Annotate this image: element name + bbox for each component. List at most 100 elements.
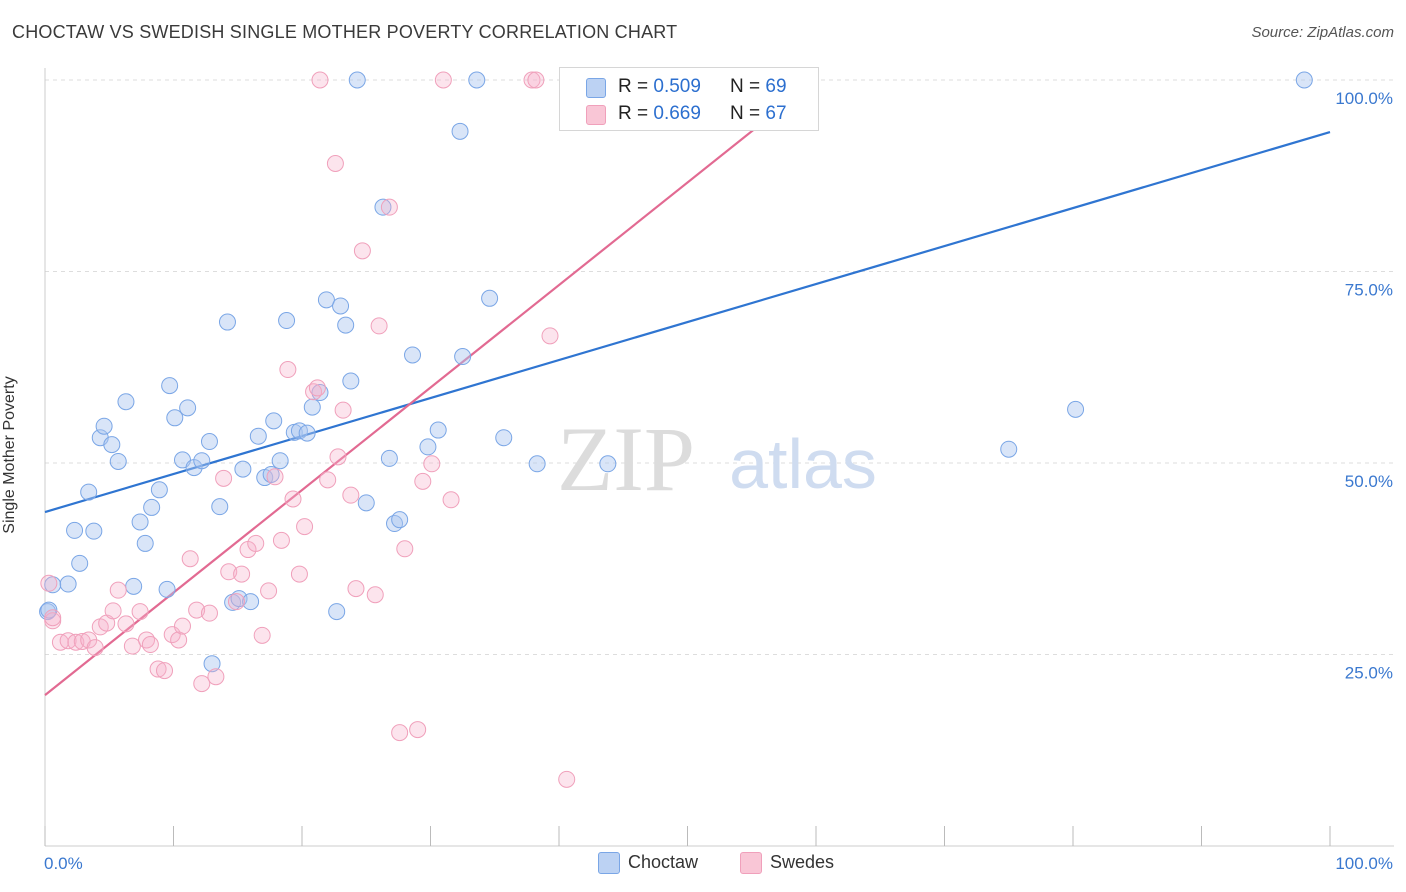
choctaw-point [1000, 440, 1018, 458]
swedes-point [181, 550, 199, 568]
swedes-point [227, 593, 245, 611]
choctaw-point [429, 421, 447, 439]
swedes-point [334, 401, 352, 419]
choctaw-point [298, 424, 316, 442]
swedes-point [442, 491, 460, 509]
swedes-point [141, 636, 159, 654]
swedes-point [370, 317, 388, 335]
swedes-point [149, 660, 167, 678]
choctaw-point [109, 452, 127, 470]
choctaw-point [528, 455, 546, 473]
swedes-point [290, 565, 308, 583]
swedes-point [308, 379, 326, 397]
swedes-point [188, 601, 206, 619]
choctaw-point [150, 481, 168, 499]
swedes-point [86, 639, 104, 657]
choctaw-legend-swatch [598, 852, 620, 875]
swedes-point [131, 603, 149, 621]
legend-item-swedes[interactable]: Swedes [740, 852, 834, 876]
choctaw-point [158, 580, 176, 598]
n-label: N = [730, 76, 761, 97]
r-label: R = [618, 103, 649, 124]
swedes-point [366, 586, 384, 604]
swedes-legend-swatch [740, 852, 762, 875]
choctaw-point [481, 289, 499, 307]
choctaw-trend-line [44, 131, 1331, 514]
swedes-point [284, 490, 302, 508]
r-value: 0.669 [653, 103, 701, 124]
choctaw-point [179, 399, 197, 417]
choctaw-point [348, 71, 366, 89]
y-axis-label-wrap: Single Mother Poverty [0, 376, 20, 533]
r-label: R = [618, 76, 649, 97]
choctaw-point [249, 427, 267, 445]
choctaw-point [357, 494, 375, 512]
swedes-point [260, 582, 278, 600]
choctaw-point [234, 460, 252, 478]
swedes-point [523, 71, 541, 89]
swedes-point [207, 668, 225, 686]
choctaw-point [80, 483, 98, 501]
swedes-point [342, 486, 360, 504]
n-value: 67 [765, 103, 787, 124]
choctaw-point [391, 511, 409, 529]
choctaw-point [599, 455, 617, 473]
n-label: N = [730, 103, 761, 124]
y-tick-label: 100.0% [1335, 89, 1393, 108]
swedes-point [109, 581, 127, 599]
choctaw-point [404, 346, 422, 364]
swedes-point [104, 602, 122, 620]
swedes-point [173, 617, 191, 635]
swedes-point [541, 327, 559, 345]
choctaw-point [1295, 71, 1313, 89]
choctaw-point [328, 603, 346, 621]
x-tick-label: 0.0% [44, 854, 83, 873]
legend-item-choctaw[interactable]: Choctaw [598, 852, 698, 876]
choctaw-point [125, 577, 143, 595]
choctaw-point [66, 521, 84, 539]
swedes-point [247, 534, 265, 552]
swedes-point [67, 633, 85, 651]
chart-title: CHOCTAW VS SWEDISH SINGLE MOTHER POVERTY… [12, 22, 678, 42]
swedes-point [434, 71, 452, 89]
swedes-point [414, 472, 432, 490]
swedes-point [123, 637, 141, 655]
swedes-legend-label: Swedes [770, 852, 835, 872]
trend-lines [44, 79, 1331, 696]
choctaw-swatch [586, 78, 606, 98]
choctaw-point [95, 417, 113, 435]
swedes-point [353, 242, 371, 260]
choctaw-point [454, 348, 472, 366]
swedes-point [117, 615, 135, 633]
choctaw-point [380, 449, 398, 467]
watermark-atlas: atlas [729, 425, 877, 503]
swedes-swatch [586, 105, 606, 125]
n-value: 69 [765, 76, 787, 97]
swedes-point [311, 71, 329, 89]
swedes-point [253, 626, 271, 644]
swedes-point [423, 455, 441, 473]
swedes-point [215, 469, 233, 487]
choctaw-point [242, 593, 260, 611]
swedes-point [409, 721, 427, 739]
choctaw-point [59, 575, 77, 593]
choctaw-point [166, 409, 184, 427]
correlation-legend: R = 0.509 N = 69 R = 0.669 N = 67 [559, 67, 819, 131]
swedes-point [558, 770, 576, 788]
y-tick-label: 25.0% [1345, 664, 1393, 683]
swedes-trend-line [44, 79, 817, 696]
swedes-point [266, 468, 284, 486]
choctaw-point [203, 655, 221, 673]
source-label: Source: ZipAtlas.com [1251, 24, 1394, 41]
choctaw-point [332, 297, 350, 315]
swedes-point [391, 724, 409, 742]
choctaw-point [161, 377, 179, 395]
choctaw-point [311, 384, 329, 402]
swedes-point [40, 574, 58, 592]
swedes-point [44, 609, 62, 627]
swedes-point [326, 154, 344, 172]
swedes-point [272, 531, 290, 549]
choctaw-point [342, 372, 360, 390]
choctaw-point [278, 312, 296, 330]
